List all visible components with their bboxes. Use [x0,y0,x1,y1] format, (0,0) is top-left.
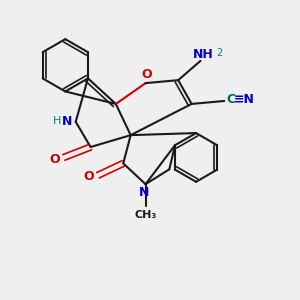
Text: C: C [226,93,236,106]
Text: ≡N: ≡N [234,93,255,106]
Text: O: O [84,170,94,183]
Text: N: N [62,115,73,128]
Text: CH₃: CH₃ [134,210,157,220]
Text: O: O [50,153,60,166]
Text: NH: NH [193,48,214,61]
Text: H: H [53,116,61,126]
Text: O: O [142,68,152,81]
Text: 2: 2 [216,47,222,58]
Text: N: N [139,186,149,199]
